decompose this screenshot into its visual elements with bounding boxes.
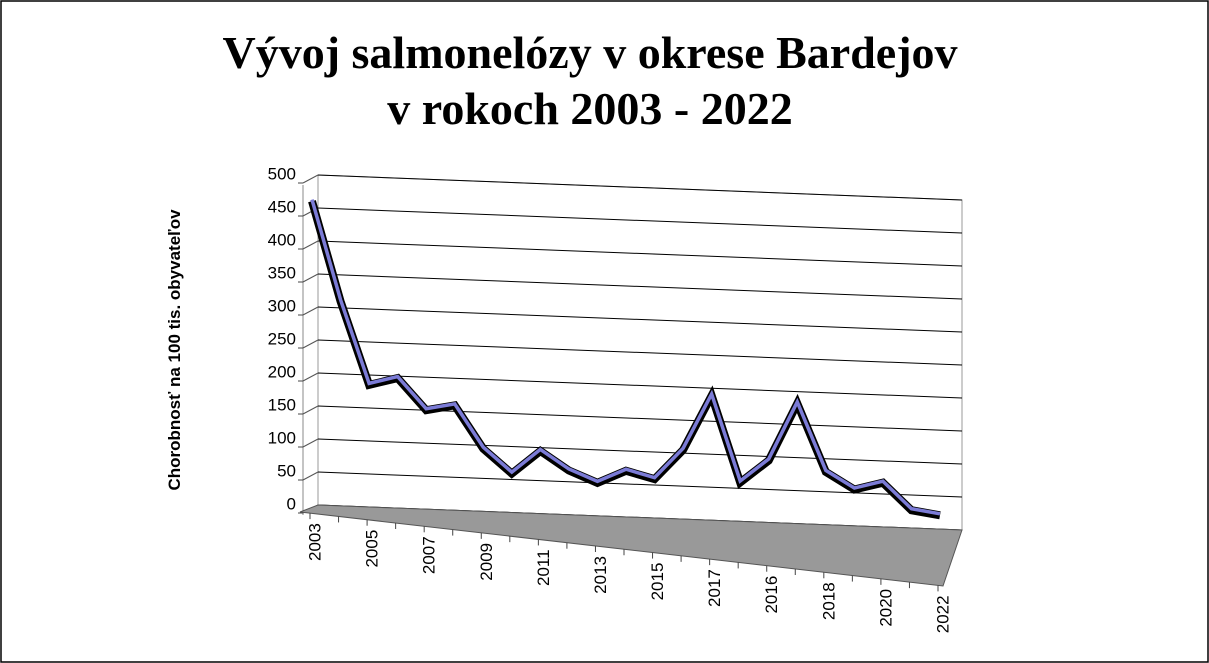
connector [302, 438, 319, 448]
y-tick-label: 100 [268, 428, 296, 447]
line [310, 199, 941, 516]
connector [302, 240, 319, 250]
x-tick-label: 2007 [420, 536, 439, 574]
x-tick-label: 2013 [591, 556, 610, 594]
chart-title: v rokoch 2003 - 2022 [387, 83, 793, 134]
grid-line [317, 306, 963, 333]
floor [299, 504, 963, 587]
grid-line [317, 273, 963, 300]
y-tick-label: 350 [268, 263, 296, 282]
grid-line [317, 339, 963, 366]
grid-line [317, 372, 963, 399]
grid-line [317, 438, 963, 465]
grid-line [317, 240, 963, 267]
x-tick-label: 2003 [305, 523, 324, 561]
x-tick-label: 2011 [534, 549, 553, 586]
connector [302, 372, 319, 382]
connector [302, 339, 319, 349]
x-tick-label: 2020 [876, 589, 895, 627]
x-tick-label: 2005 [363, 530, 382, 568]
x-tick-label: 2022 [933, 595, 952, 633]
grid-line [317, 207, 963, 234]
connector [302, 306, 319, 316]
y-axis-label: Chorobnosť na 100 tis. obyvateľov [165, 209, 184, 491]
chart-title: Vývoj salmonelózy v okrese Bardejov [222, 27, 957, 78]
y-tick-label: 500 [268, 164, 296, 183]
y-tick-label: 0 [287, 494, 296, 513]
y-tick-label: 300 [268, 296, 296, 315]
y-tick-label: 150 [268, 395, 296, 414]
x-tick-label: 2017 [705, 569, 724, 607]
x-tick-label: 2009 [477, 543, 496, 581]
connector [302, 174, 319, 184]
y-tick-label: 250 [268, 329, 296, 348]
y-tick-label: 50 [277, 461, 296, 480]
x-tick-label: 2018 [819, 582, 838, 620]
connector [302, 273, 319, 283]
connector [302, 405, 319, 415]
connector [302, 471, 319, 481]
y-tick-label: 400 [268, 230, 296, 249]
x-tick-label: 2016 [762, 576, 781, 614]
y-tick-label: 200 [268, 362, 296, 381]
y-tick-label: 450 [268, 197, 296, 216]
x-tick-label: 2015 [648, 563, 667, 601]
grid-line [317, 174, 963, 201]
